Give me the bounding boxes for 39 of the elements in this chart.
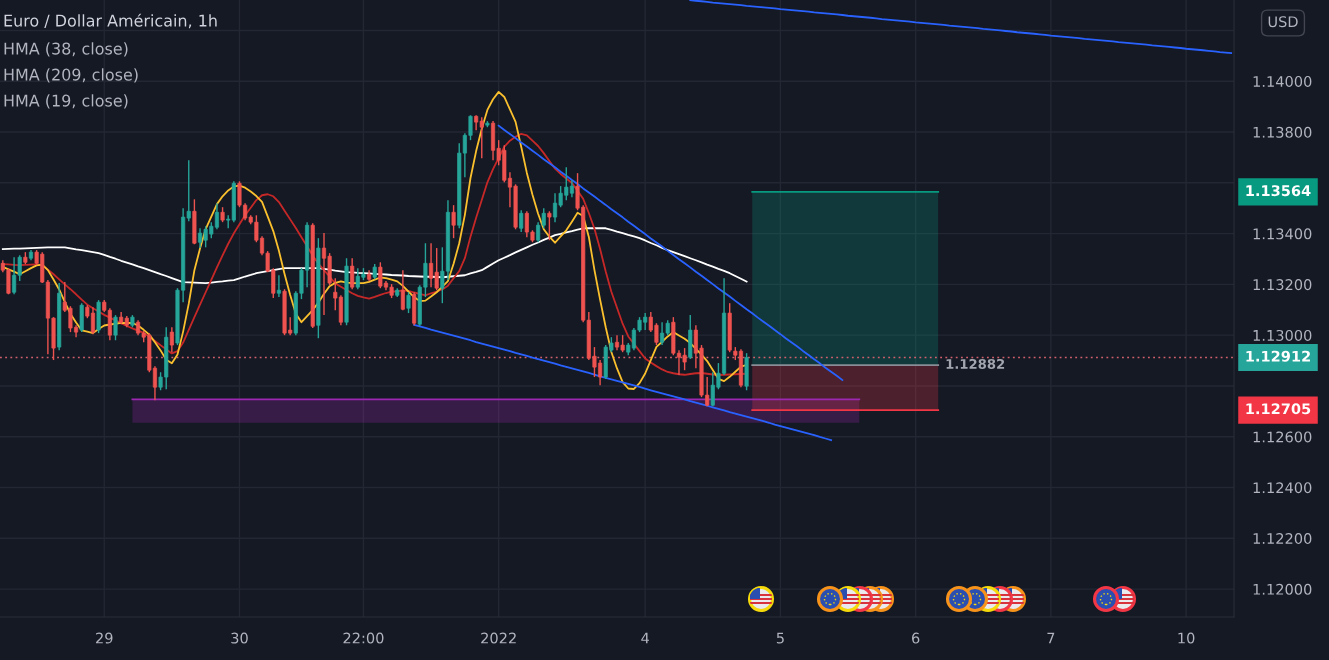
x-tick-label: 22:00 xyxy=(343,632,384,644)
candlestick xyxy=(400,269,405,311)
y-tick-label: 1.14000 xyxy=(1253,75,1312,87)
candlestick xyxy=(169,326,174,353)
candlestick xyxy=(350,257,355,290)
line-series xyxy=(689,0,1233,54)
y-tick-label: 1.12600 xyxy=(1253,431,1312,443)
y-tick-label: 1.12200 xyxy=(1253,533,1312,545)
x-tick-label: 29 xyxy=(96,632,113,644)
y-tick-label: 1.12400 xyxy=(1253,482,1312,494)
y-tick-label: 1.13800 xyxy=(1253,126,1312,138)
x-tick-label: 4 xyxy=(641,632,649,644)
y-tick-label: 1.13400 xyxy=(1253,228,1312,240)
annotation: HMA (38, close) xyxy=(4,42,128,57)
candlestick xyxy=(451,204,456,239)
candlestick xyxy=(406,291,411,314)
x-tick-label: 10 xyxy=(1178,632,1195,644)
candlestick xyxy=(519,209,524,233)
y2-tick-label: 1.12705 xyxy=(1246,403,1311,415)
candlestick xyxy=(113,314,118,341)
y-axis-title: USD xyxy=(1268,16,1298,28)
data-label: 1.12882 xyxy=(946,358,1005,369)
x-tick-label: 7 xyxy=(1047,632,1055,644)
y2-tick-label: 1.12912 xyxy=(1246,350,1310,362)
line-series xyxy=(497,124,844,382)
x-tick-label: 6 xyxy=(912,632,920,644)
y-tick-label: 1.13200 xyxy=(1253,279,1312,291)
x-tick-label: 5 xyxy=(776,632,784,644)
candlestick xyxy=(276,274,281,298)
line-series xyxy=(413,323,833,441)
y2-tick-label: 1.13564 xyxy=(1246,185,1311,197)
annotation: HMA (19, close) xyxy=(4,94,128,109)
candlestick xyxy=(547,210,552,241)
x-tick-label: 30 xyxy=(231,632,248,644)
x-tick-label: 2022 xyxy=(481,632,516,644)
y-tick-label: 1.12000 xyxy=(1253,583,1312,595)
y-tick-label: 1.13000 xyxy=(1253,329,1312,341)
text: Euro / Dollar Américain, 1h xyxy=(4,13,217,29)
annotation: HMA (209, close) xyxy=(4,68,138,83)
